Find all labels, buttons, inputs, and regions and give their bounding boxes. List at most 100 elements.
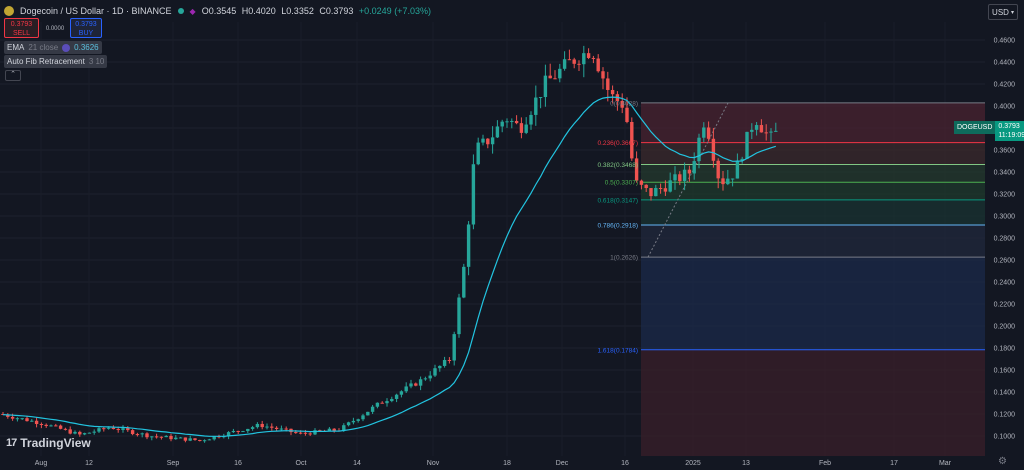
x-tick-label: Mar xyxy=(939,460,952,467)
candle-body xyxy=(342,425,346,431)
sell-button[interactable]: 0.3793 SELL xyxy=(4,18,39,38)
candle-body xyxy=(73,431,77,434)
y-tick-label: 0.4600 xyxy=(994,38,1016,45)
candle-body xyxy=(1,414,5,415)
y-tick-label: 0.2600 xyxy=(994,258,1016,265)
candle-body xyxy=(428,375,432,379)
candle-body xyxy=(649,188,653,197)
candle-body xyxy=(92,431,96,433)
candle-body xyxy=(577,63,581,65)
candle-body xyxy=(279,428,284,430)
dogecoin-icon xyxy=(4,6,14,16)
x-tick-label: Dec xyxy=(556,460,569,467)
candle-body xyxy=(582,53,586,65)
candle-body xyxy=(606,78,610,90)
y-tick-label: 0.4400 xyxy=(994,60,1016,67)
symbol-title[interactable]: Dogecoin / US Dollar · 1D · BINANCE xyxy=(20,6,172,16)
candle-body xyxy=(178,437,183,439)
x-tick-label: 13 xyxy=(742,460,750,467)
ohlc-low: L0.3352 xyxy=(281,6,314,16)
candle-body xyxy=(126,428,130,431)
candle-body xyxy=(130,430,135,435)
currency-label: USD xyxy=(992,7,1009,17)
candle-body xyxy=(135,434,140,436)
candle-body xyxy=(514,120,519,124)
candle-body xyxy=(366,411,370,416)
candle-body xyxy=(174,437,178,440)
fib-level-label: 0.236(0.3667) xyxy=(598,140,638,147)
candle-body xyxy=(462,266,466,298)
eye-icon[interactable] xyxy=(62,43,71,52)
sell-price: 0.3793 xyxy=(10,21,33,28)
indicator-fib-name: Auto Fib Retracement xyxy=(7,57,85,66)
candle-body xyxy=(414,383,418,386)
candle-body xyxy=(730,178,735,180)
candle-body xyxy=(716,160,720,179)
candle-body xyxy=(774,130,778,132)
candle-body xyxy=(399,391,404,395)
x-tick-label: 2025 xyxy=(685,460,701,467)
candle-body xyxy=(630,121,634,159)
tradingview-logo[interactable]: 17 TradingView xyxy=(6,436,91,450)
candle-body xyxy=(63,428,68,430)
price-tag-symbol: DOGEUSD xyxy=(954,121,996,134)
candle-body xyxy=(313,430,317,435)
x-tick-label: 16 xyxy=(234,460,242,467)
candle-body xyxy=(596,58,600,72)
candle-body xyxy=(644,184,648,189)
candle-body xyxy=(553,78,557,80)
candle-body xyxy=(558,68,562,79)
candle-body xyxy=(702,127,706,138)
buy-button[interactable]: 0.3793 BUY xyxy=(70,18,102,38)
fib-trend-line xyxy=(647,102,729,258)
candle-body xyxy=(481,138,485,143)
y-axis: 0.46000.44000.42000.40000.38000.36000.34… xyxy=(994,38,1016,441)
candle-body xyxy=(601,71,605,79)
candle-body xyxy=(82,433,87,435)
fib-level-label: 1(0.2626) xyxy=(610,255,638,262)
candle-body xyxy=(385,401,389,404)
indicator-ema[interactable]: EMA 21 close 0.3626 xyxy=(4,41,102,54)
candle-body xyxy=(438,365,442,369)
candle-body xyxy=(6,414,10,417)
candle-body xyxy=(260,423,264,428)
candle-body xyxy=(20,418,24,420)
candle-body xyxy=(274,427,279,429)
y-tick-label: 0.1200 xyxy=(994,412,1016,419)
candle-body xyxy=(145,433,149,438)
candle-body xyxy=(34,420,39,425)
candle-body xyxy=(490,137,495,145)
candle-body xyxy=(351,420,356,423)
candle-body xyxy=(663,188,668,192)
x-tick-label: 12 xyxy=(85,460,93,467)
market-status-icon xyxy=(177,8,184,14)
candle-body xyxy=(78,431,82,435)
candle-body xyxy=(620,100,624,108)
lightning-icon: ◆ xyxy=(189,6,196,16)
x-tick-label: Nov xyxy=(427,460,440,467)
ohlc-close: C0.3793 xyxy=(319,6,354,16)
indicator-fib[interactable]: Auto Fib Retracement 3 10 xyxy=(4,55,108,68)
candle-body xyxy=(673,174,677,181)
candle-body xyxy=(202,440,207,442)
candle-body xyxy=(639,180,644,185)
x-tick-label: 18 xyxy=(503,460,511,467)
candle-body xyxy=(519,123,524,133)
last-price-tag: DOGEUSD 0.3793 11:19:09 xyxy=(954,121,1024,141)
collapse-indicators-button[interactable]: ⌃ xyxy=(5,70,21,81)
gear-icon[interactable]: ⚙ xyxy=(998,456,1007,467)
x-tick-label: 16 xyxy=(621,460,629,467)
candle-body xyxy=(327,428,332,431)
candle-body xyxy=(284,428,288,430)
currency-selector[interactable]: USD ▾ xyxy=(988,4,1018,20)
candle-body xyxy=(54,425,58,427)
candle-body xyxy=(159,436,164,438)
candle-body xyxy=(486,138,490,145)
x-tick-label: Feb xyxy=(819,460,831,467)
candle-body xyxy=(154,436,159,438)
fib-level-label: 0(0.4028) xyxy=(610,100,638,107)
candle-body xyxy=(452,334,456,361)
candle-body xyxy=(198,439,202,441)
candle-body xyxy=(654,188,658,197)
